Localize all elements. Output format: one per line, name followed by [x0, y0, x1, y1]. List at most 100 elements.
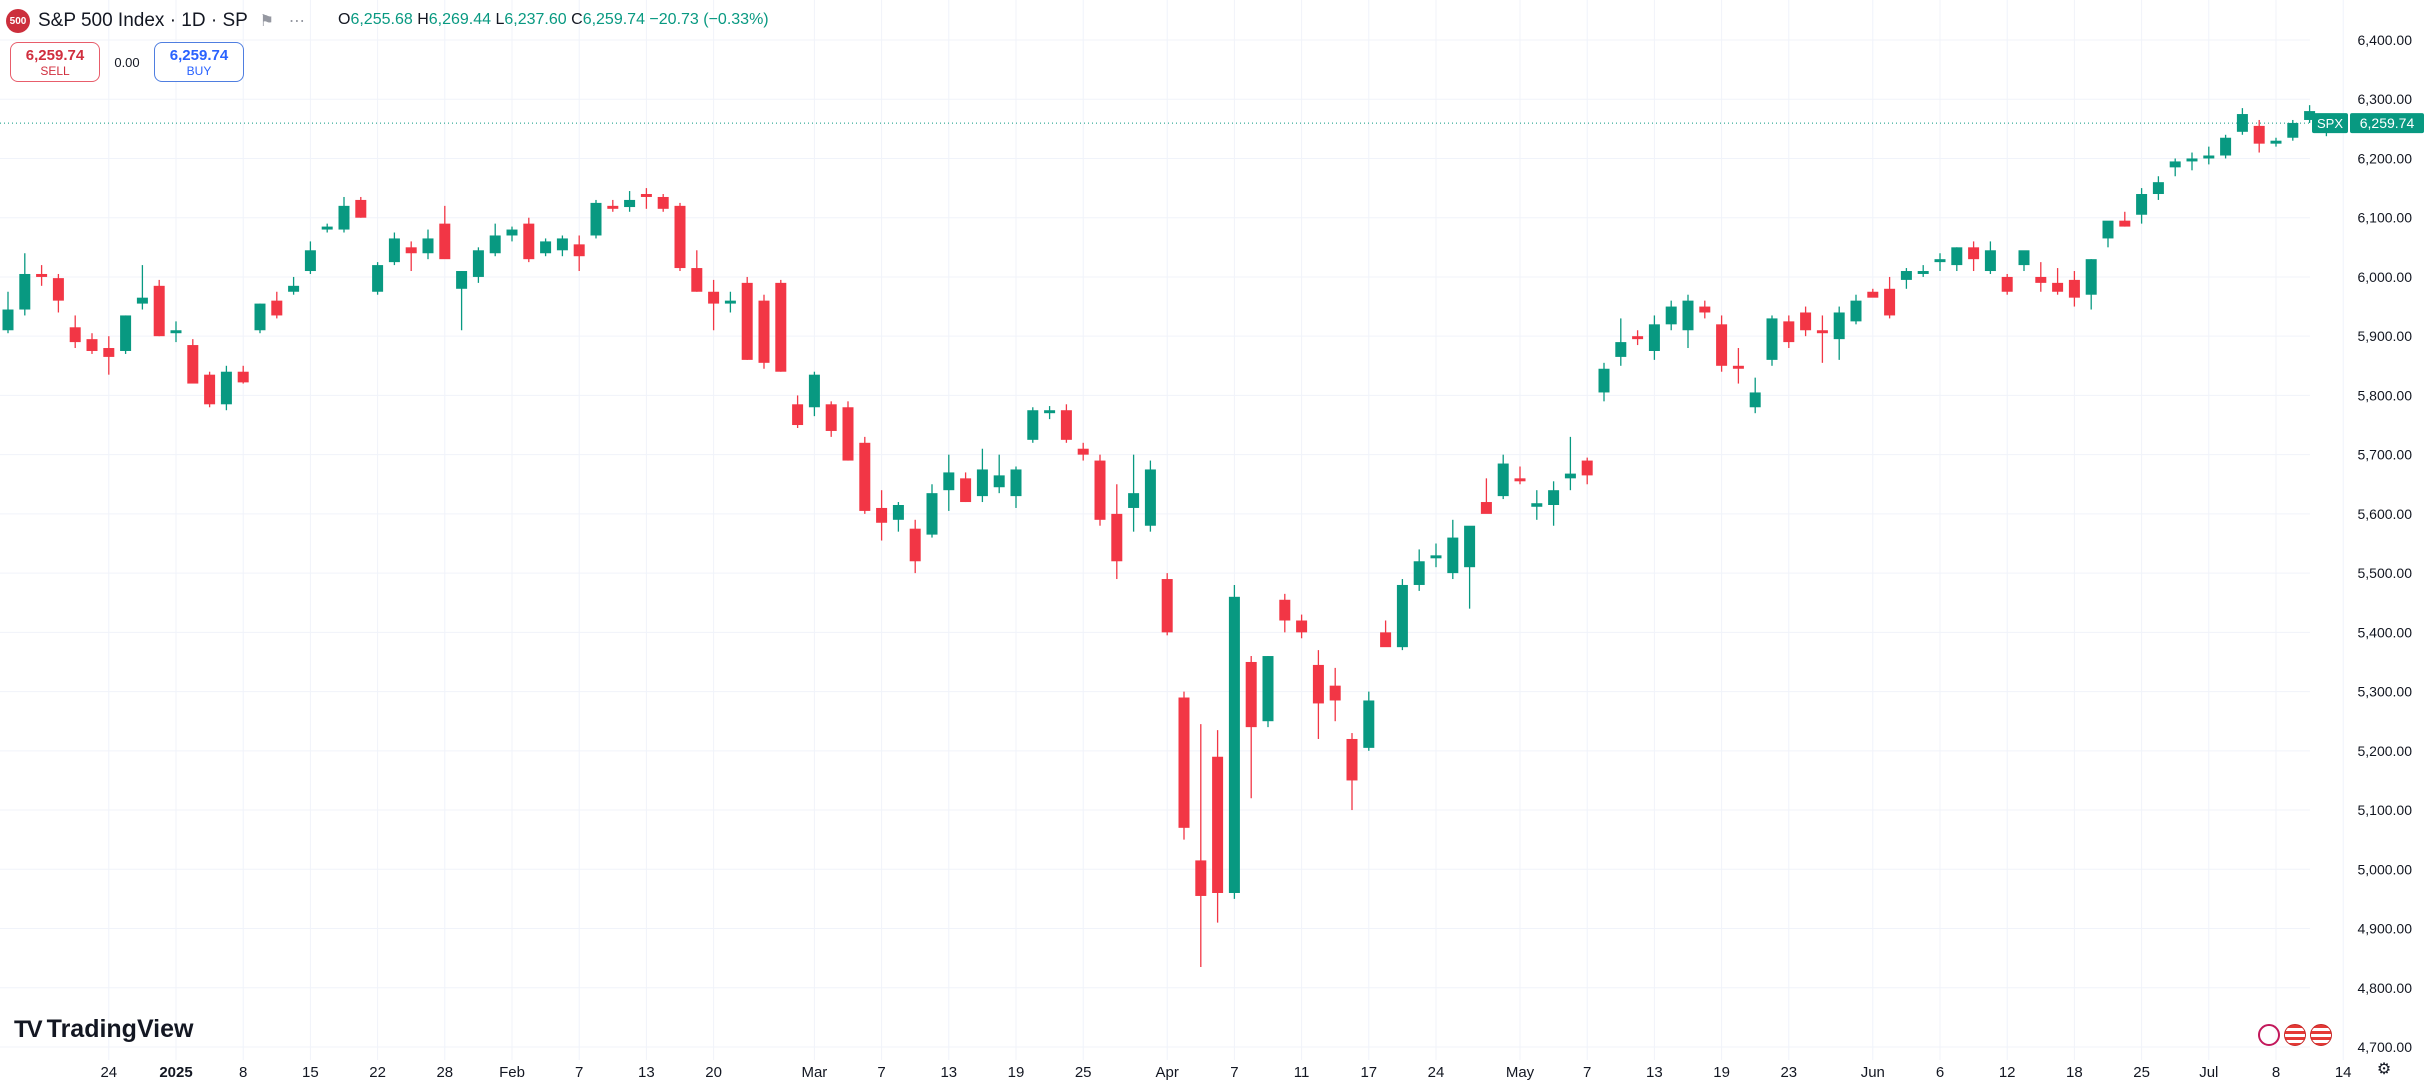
- market-flags[interactable]: [2258, 1024, 2332, 1046]
- candle-up: [220, 371, 232, 405]
- candle-up: [120, 315, 132, 351]
- candle-up: [304, 250, 316, 272]
- chart-grid: [0, 0, 2344, 1060]
- candle-down: [69, 327, 81, 343]
- candle-down: [691, 268, 703, 292]
- tradingview-mark-icon: TV: [14, 1015, 43, 1043]
- change-value: −20.73 (−0.33%): [649, 11, 769, 28]
- low-label: L: [495, 11, 505, 28]
- candle-up: [624, 199, 636, 208]
- us-flag-icon: [2284, 1024, 2306, 1046]
- settings-gear-icon[interactable]: ⚙: [2376, 1061, 2392, 1078]
- candle-down: [607, 205, 619, 209]
- candle-up: [1396, 584, 1408, 648]
- candle-down: [842, 407, 854, 461]
- candle-up: [1984, 250, 1996, 272]
- candle-down: [1581, 460, 1593, 476]
- candle-up: [388, 238, 400, 263]
- candle-down: [1783, 321, 1795, 343]
- candle-up: [1749, 392, 1761, 408]
- price-tick-label: 5,500.00: [2358, 565, 2413, 581]
- time-tick-label: 2025: [159, 1064, 192, 1081]
- candle-down: [1212, 756, 1224, 893]
- close-value: 6,259.74: [582, 11, 645, 28]
- price-tick-label: 6,300.00: [2358, 91, 2413, 107]
- price-tick-label: 6,200.00: [2358, 150, 2413, 166]
- lightning-icon[interactable]: [2258, 1024, 2280, 1046]
- candle-up: [2203, 155, 2215, 159]
- candle-down: [2068, 279, 2080, 298]
- buy-button[interactable]: 6,259.74 BUY: [154, 42, 244, 82]
- candle-up: [2236, 114, 2248, 132]
- buy-label: BUY: [186, 63, 212, 78]
- candle-down: [1480, 502, 1492, 514]
- candle-down: [1968, 247, 1980, 260]
- candle-up: [1262, 656, 1274, 722]
- candle-down: [1245, 661, 1257, 728]
- candle-down: [36, 273, 48, 277]
- candle-down: [2253, 125, 2265, 144]
- time-tick-label: May: [1506, 1064, 1535, 1081]
- candle-down: [1312, 664, 1324, 704]
- candle-down: [2001, 276, 2013, 292]
- candle-down: [640, 194, 652, 197]
- time-tick-label: 25: [1075, 1064, 1092, 1081]
- time-tick-label: 24: [1428, 1064, 1445, 1081]
- more-options-icon[interactable]: ⋯: [288, 13, 305, 30]
- price-tick-label: 5,800.00: [2358, 387, 2413, 403]
- candle-up: [288, 285, 300, 292]
- candle-up: [2085, 259, 2097, 295]
- time-axis[interactable]: 24 2025 8 15 22 28 Feb 7 13 20 Mar 7 13 19 25 Apr 7 11 17 2…: [100, 1064, 2351, 1081]
- us-flag-icon: [2310, 1024, 2332, 1046]
- price-tick-label: 6,100.00: [2358, 210, 2413, 226]
- time-tick-label: Jun: [1861, 1064, 1885, 1081]
- candle-down: [657, 196, 669, 209]
- candle-up: [1464, 525, 1476, 568]
- candle-down: [187, 345, 199, 384]
- candle-down: [573, 244, 585, 257]
- price-tick-label: 4,800.00: [2358, 980, 2413, 996]
- price-tick-label: 5,000.00: [2358, 861, 2413, 877]
- candle-up: [2186, 158, 2198, 162]
- candle-down: [2052, 282, 2064, 292]
- tradingview-logo[interactable]: TV TradingView: [14, 1015, 193, 1044]
- close-label: C: [571, 11, 583, 28]
- candle-up: [1665, 306, 1677, 325]
- candle-down: [708, 291, 720, 304]
- sell-button[interactable]: 6,259.74 SELL: [10, 42, 100, 82]
- high-value: 6,269.44: [428, 11, 492, 28]
- candle-up: [1648, 324, 1660, 351]
- time-tick-label: 17: [1360, 1064, 1377, 1081]
- candle-up: [2270, 140, 2282, 144]
- price-tick-label: 5,400.00: [2358, 624, 2413, 640]
- candle-down: [1195, 860, 1207, 896]
- price-axis[interactable]: 4,700.00 4,800.00 4,900.00 5,000.00 5,100.00…: [2358, 32, 2413, 1055]
- time-tick-label: 13: [940, 1064, 957, 1081]
- candle-down: [271, 300, 283, 316]
- symbol-title[interactable]: S&P 500 Index · 1D · SP: [38, 10, 248, 31]
- time-tick-label: 7: [575, 1064, 583, 1081]
- candle-up: [1027, 410, 1039, 440]
- candle-up: [1766, 318, 1778, 360]
- candle-down: [1732, 365, 1744, 369]
- sell-price: 6,259.74: [25, 46, 85, 64]
- candle-up: [1497, 463, 1509, 497]
- candle-up: [808, 374, 820, 408]
- flag-icon[interactable]: ⚑: [259, 13, 274, 30]
- candle-down: [1699, 306, 1711, 313]
- candle-up: [2169, 161, 2181, 168]
- price-tick-label: 5,900.00: [2358, 328, 2413, 344]
- open-label: O: [338, 11, 351, 28]
- candle-up: [338, 205, 350, 230]
- time-tick-label: Feb: [499, 1064, 525, 1081]
- time-tick-label: 23: [1780, 1064, 1797, 1081]
- time-tick-label: 8: [239, 1064, 247, 1081]
- candle-down: [1800, 312, 1812, 331]
- candle-down: [741, 282, 753, 360]
- time-tick-label: 18: [2066, 1064, 2083, 1081]
- candle-up: [1682, 300, 1694, 331]
- time-tick-label: 13: [638, 1064, 655, 1081]
- candle-up: [472, 250, 484, 277]
- candle-up: [136, 297, 148, 304]
